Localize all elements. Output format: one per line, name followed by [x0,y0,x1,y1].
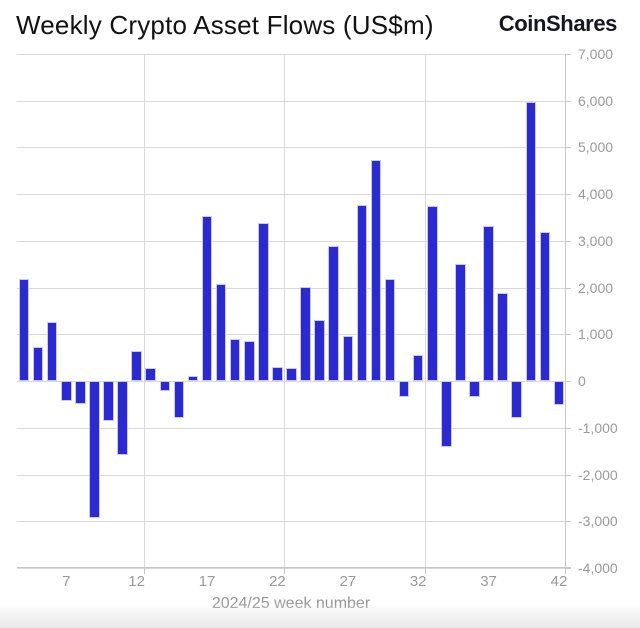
x-axis-label: 22 [269,573,286,590]
x-axis-label: 12 [128,573,145,590]
y-axis-label: -1,000 [578,419,618,436]
bar-week-31[interactable] [398,381,410,397]
y-axis-label: 7,000 [578,46,614,62]
gridline-horizontal [17,334,566,336]
x-axis-label: 42 [550,573,568,590]
bar-week-7[interactable] [61,381,72,402]
y-axis-tick [566,381,571,383]
gridline-horizontal [17,100,566,102]
bar-week-11[interactable] [117,381,128,455]
gridline-horizontal [17,240,566,242]
gridline-horizontal [17,568,566,569]
x-axis-line [17,567,571,568]
gridline-horizontal [17,521,566,523]
bar-week-18[interactable] [215,283,227,382]
gridline-horizontal [17,474,566,476]
y-axis-tick [566,521,571,523]
bar-week-33[interactable] [427,205,438,382]
gridline-vertical [284,54,286,568]
x-axis-label: 27 [339,573,357,590]
y-axis-label: 3,000 [578,232,614,249]
bar-week-21[interactable] [258,223,269,382]
bar-week-5[interactable] [32,346,44,382]
y-axis-tick [566,54,571,55]
bar-week-35[interactable] [455,264,466,382]
gridline-horizontal [17,287,566,289]
bar-week-36[interactable] [469,381,480,397]
y-axis-label: 1,000 [578,326,614,343]
plot-area [17,54,571,574]
gridline-horizontal [17,381,566,383]
y-axis-tick [566,287,571,289]
gridline-horizontal [17,54,566,55]
bar-week-42[interactable] [553,381,565,405]
bar-week-10[interactable] [103,381,114,422]
x-axis-title: 2024/25 week number [211,595,371,612]
bar-week-17[interactable] [201,216,213,382]
y-axis-label: 6,000 [578,92,614,109]
bar-week-22[interactable] [272,366,283,382]
bar-week-34[interactable] [441,381,452,447]
x-axis-label: 17 [198,573,216,590]
bar-week-16[interactable] [187,375,199,382]
y-axis-label: 2,000 [578,279,614,296]
x-axis-tick [284,568,286,574]
bar-week-14[interactable] [159,381,171,392]
bar-week-40[interactable] [525,102,537,382]
x-axis-label: 7 [62,573,71,590]
y-axis-tick [566,334,571,336]
x-axis-tick [143,568,145,574]
bar-week-8[interactable] [75,381,86,404]
y-axis-tick [566,474,571,476]
y-axis-tick [566,194,571,196]
bar-week-37[interactable] [483,225,494,382]
bar-week-13[interactable] [145,368,156,382]
bar-week-9[interactable] [89,381,100,518]
bar-week-12[interactable] [131,351,142,382]
bar-week-23[interactable] [286,368,297,382]
bar-week-4[interactable] [18,279,30,382]
y-axis-line [565,54,566,568]
x-axis-label: 32 [409,573,427,590]
bar-week-29[interactable] [370,160,382,382]
y-axis-tick [566,147,571,149]
x-axis-tick [565,568,566,574]
gridline-horizontal [17,194,566,196]
y-axis-label: -4,000 [578,560,618,576]
coinshares-logo: CoinShares [498,11,618,36]
bar-week-25[interactable] [314,320,325,382]
bar-week-39[interactable] [511,381,522,418]
bar-week-32[interactable] [412,354,424,382]
gridline-vertical [143,54,145,568]
bar-week-27[interactable] [342,335,354,382]
y-axis-tick [566,427,571,429]
x-axis-tick [425,568,427,574]
gridline-horizontal [17,147,566,149]
bar-week-20[interactable] [244,340,255,382]
bar-week-26[interactable] [328,246,339,382]
chart-title: Weekly Crypto Asset Flows (US$m) [16,10,434,40]
y-axis-label: 0 [578,373,586,390]
y-axis-label: -2,000 [578,466,618,483]
x-axis-label: 37 [480,573,497,590]
bar-week-15[interactable] [173,381,185,418]
y-axis-tick [566,568,571,569]
bar-week-41[interactable] [539,232,551,382]
bar-week-28[interactable] [356,204,368,382]
gridline-vertical [425,54,427,568]
bar-week-30[interactable] [384,279,396,382]
gridline-horizontal [17,427,566,429]
y-axis-tick [566,240,571,242]
bar-week-6[interactable] [46,322,58,382]
y-axis-label: 5,000 [578,139,614,156]
bar-week-38[interactable] [497,293,508,382]
y-axis-tick [566,100,571,102]
bar-week-24[interactable] [300,287,311,382]
bar-week-19[interactable] [229,339,241,382]
y-axis-label: 4,000 [578,186,614,203]
y-axis-label: -3,000 [578,513,618,530]
